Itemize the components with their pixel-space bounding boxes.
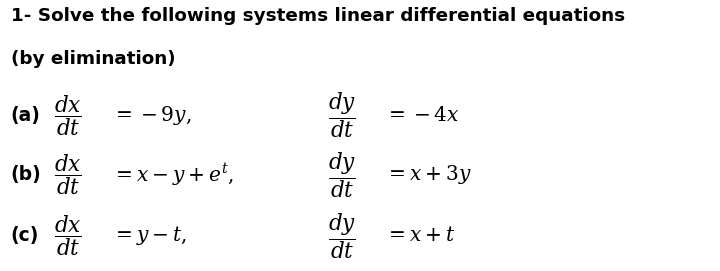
Text: $= x + t$: $= x + t$ (385, 226, 456, 245)
Text: $\dfrac{dy}{dt}$: $\dfrac{dy}{dt}$ (328, 90, 356, 140)
Text: (c): (c) (11, 226, 39, 245)
Text: (by elimination): (by elimination) (11, 50, 176, 68)
Text: $= y - t,$: $= y - t,$ (112, 224, 186, 247)
Text: $\dfrac{dx}{dt}$: $\dfrac{dx}{dt}$ (55, 213, 82, 258)
Text: $= -4x$: $= -4x$ (385, 106, 460, 125)
Text: $\dfrac{dy}{dt}$: $\dfrac{dy}{dt}$ (328, 150, 356, 200)
Text: $= -9y,$: $= -9y,$ (112, 104, 191, 127)
Text: $\dfrac{dx}{dt}$: $\dfrac{dx}{dt}$ (55, 152, 82, 197)
Text: (a): (a) (11, 106, 40, 125)
Text: $\dfrac{dx}{dt}$: $\dfrac{dx}{dt}$ (55, 93, 82, 138)
Text: 1- Solve the following systems linear differential equations: 1- Solve the following systems linear di… (11, 7, 625, 25)
Text: $= x - y + e^{t},$: $= x - y + e^{t},$ (112, 162, 233, 188)
Text: (b): (b) (11, 165, 42, 184)
Text: $\dfrac{dy}{dt}$: $\dfrac{dy}{dt}$ (328, 211, 356, 261)
Text: $= x + 3y$: $= x + 3y$ (385, 163, 472, 186)
